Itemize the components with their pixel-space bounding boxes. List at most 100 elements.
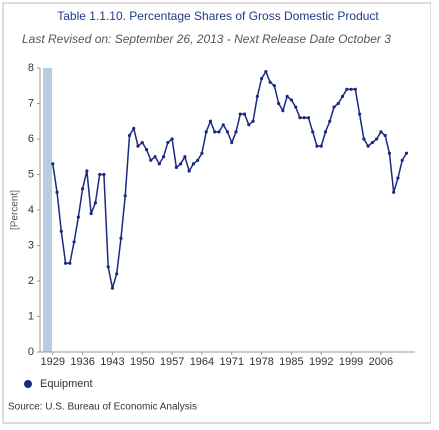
clip — [431, 3, 439, 430]
point — [340, 94, 345, 98]
legend-marker — [24, 380, 32, 388]
point — [217, 130, 221, 134]
point — [285, 94, 289, 98]
point — [323, 130, 328, 134]
y-tick-label: 6 — [28, 133, 34, 145]
point — [153, 155, 157, 159]
point — [132, 126, 136, 130]
y-tick-label: 4 — [28, 204, 34, 216]
point — [366, 144, 370, 148]
point — [183, 155, 187, 159]
x-tick-label: 2006 — [369, 356, 393, 368]
x-tick-label: 1999 — [339, 356, 363, 368]
point — [272, 84, 276, 88]
point — [208, 119, 213, 123]
point — [255, 94, 259, 98]
point — [225, 130, 230, 134]
point — [315, 144, 319, 148]
point — [81, 187, 85, 191]
x-tick-label: 1978 — [249, 356, 273, 368]
x-tick-label: 1992 — [309, 356, 333, 368]
point — [51, 162, 55, 166]
point — [187, 169, 191, 173]
point — [404, 151, 409, 155]
point — [140, 140, 144, 145]
point — [362, 137, 366, 141]
point — [375, 137, 379, 141]
x-tick-label: 1950 — [130, 356, 154, 368]
chart-title: Table 1.1.10. Percentage Shares of Gross… — [57, 9, 379, 23]
x-tick-label: 1985 — [279, 356, 303, 368]
point — [234, 130, 238, 134]
point — [102, 172, 106, 177]
point — [110, 286, 115, 290]
point — [89, 211, 93, 216]
point — [281, 109, 285, 113]
x-tick-label: 1957 — [160, 356, 184, 368]
point — [259, 77, 264, 81]
point — [400, 158, 404, 162]
point — [247, 123, 251, 127]
point — [174, 165, 178, 169]
point — [294, 105, 298, 109]
legend-label: Equipment — [40, 378, 93, 390]
point — [179, 162, 183, 166]
point — [106, 265, 110, 269]
point — [72, 240, 76, 244]
point — [123, 194, 127, 198]
y-axis-label: [Percent] — [10, 190, 21, 230]
point — [268, 80, 272, 84]
point — [93, 201, 97, 205]
point — [161, 155, 166, 159]
point — [251, 119, 255, 123]
x-tick-label: 1936 — [70, 356, 94, 368]
point — [392, 190, 396, 194]
source: Source: U.S. Bureau of Economic Analysis — [8, 402, 197, 413]
point — [166, 140, 170, 145]
point — [289, 98, 294, 102]
point — [353, 87, 357, 91]
point — [264, 69, 268, 74]
point — [115, 272, 119, 276]
point — [298, 116, 302, 120]
frame — [2, 2, 432, 424]
y-tick-label: 1 — [28, 310, 34, 322]
x-tick-label: 1943 — [100, 356, 124, 368]
point — [302, 116, 306, 120]
y-tick-label: 8 — [28, 62, 34, 74]
point — [98, 172, 102, 177]
point — [68, 261, 72, 265]
point — [144, 148, 149, 152]
point — [213, 130, 217, 134]
y-tick-label: 2 — [28, 275, 34, 287]
x-tick-label: 1964 — [190, 356, 214, 368]
point — [85, 169, 89, 173]
point — [136, 144, 140, 148]
point — [63, 261, 68, 265]
point — [59, 229, 63, 233]
chart-subtitle: Last Revised on: September 26, 2013 - Ne… — [22, 32, 391, 46]
point — [328, 119, 332, 123]
point — [204, 130, 208, 134]
point — [358, 112, 362, 116]
point — [336, 101, 340, 106]
point — [311, 130, 315, 134]
point — [396, 176, 400, 180]
point — [221, 123, 225, 127]
point — [345, 87, 349, 91]
band — [43, 68, 52, 352]
point — [127, 133, 132, 138]
point — [119, 236, 123, 240]
y-tick-label: 7 — [28, 97, 34, 109]
point — [383, 133, 387, 138]
point — [379, 130, 383, 134]
x-tick-label: 1971 — [220, 356, 244, 368]
point — [387, 151, 392, 155]
point — [200, 151, 204, 155]
point — [332, 105, 336, 109]
point — [349, 87, 353, 91]
point — [370, 140, 374, 145]
point — [230, 140, 234, 145]
point — [149, 158, 153, 162]
